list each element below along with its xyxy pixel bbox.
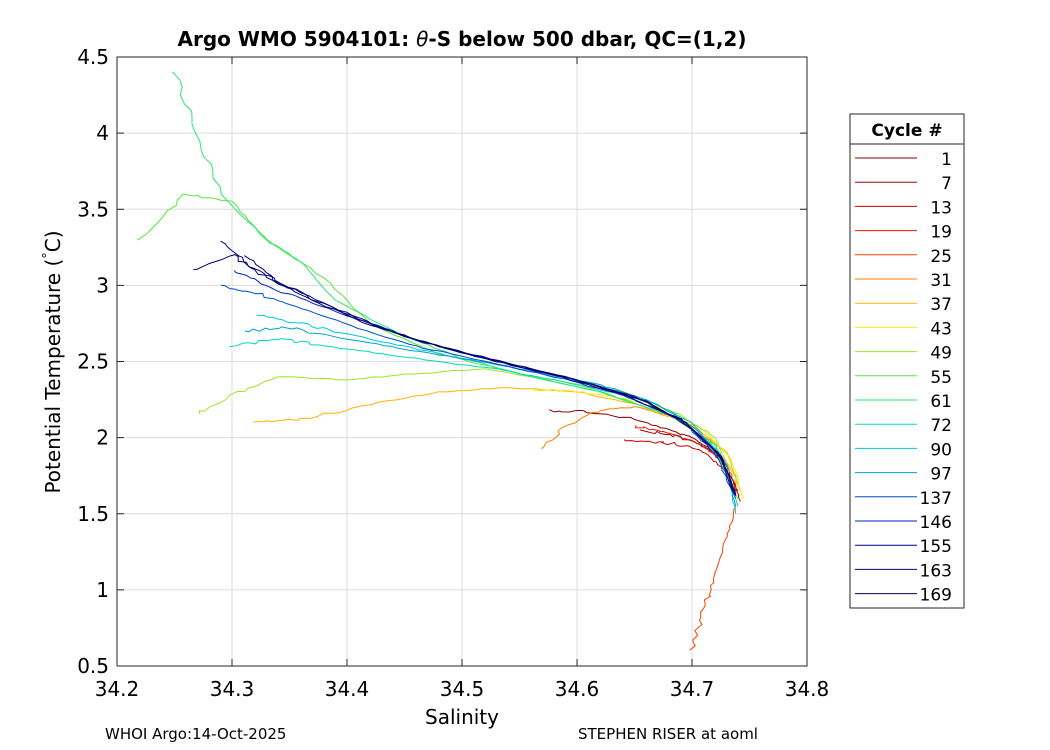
x-tick-label: 34.5 (440, 677, 485, 701)
y-tick-label: 3 (96, 273, 109, 297)
x-tick-label: 34.8 (785, 677, 830, 701)
legend-label-13: 13 (930, 198, 952, 218)
y-tick-label: 2 (96, 426, 109, 450)
legend-label-19: 19 (930, 223, 952, 243)
series-line-cycle-49 (198, 368, 739, 484)
y-axis-label: Potential Temperature (°C) (41, 230, 65, 493)
axis-ticks: 34.2 34.3 34.4 34.5 34.6 34.7 34.80.511.522.53… (77, 45, 829, 701)
legend-label-55: 55 (930, 368, 952, 388)
series-line-cycle-163 (243, 255, 737, 496)
y-tick-label: 2.5 (77, 350, 109, 374)
chart-title: Argo WMO 5904101: θ-S below 500 dbar, QC… (178, 27, 747, 51)
x-tick-label: 34.6 (555, 677, 600, 701)
legend-label-169: 169 (920, 586, 952, 606)
legend-title: Cycle # (871, 121, 942, 141)
y-tick-label: 4 (96, 121, 109, 145)
x-axis-label: Salinity (425, 705, 499, 729)
legend-label-49: 49 (930, 344, 952, 364)
y-tick-label: 1 (96, 578, 109, 602)
x-tick-label: 34.4 (325, 677, 370, 701)
series-layer (137, 71, 745, 651)
y-tick-label: 3.5 (77, 197, 109, 221)
series-line-cycle-37 (253, 387, 741, 492)
legend-label-97: 97 (930, 465, 952, 485)
legend-label-31: 31 (930, 271, 952, 291)
legend-label-137: 137 (920, 489, 952, 509)
footer-credit-left: WHOI Argo:14-Oct-2025 (105, 725, 287, 743)
y-tick-label: 4.5 (77, 45, 109, 69)
legend-label-61: 61 (930, 392, 952, 412)
y-tick-label: 1.5 (77, 502, 109, 526)
legend-box (849, 113, 965, 609)
footer-credit-right: STEPHEN RISER at aoml (578, 725, 758, 743)
x-tick-label: 34.3 (210, 677, 255, 701)
legend-label-1: 1 (941, 150, 952, 170)
legend-label-43: 43 (930, 319, 952, 339)
x-tick-label: 34.7 (670, 677, 715, 701)
legend: Cycle # 1 7 13 19 25 31 37 43 49 55 61 72 90 97 137 146… (849, 113, 965, 609)
series-line-cycle-137 (220, 284, 737, 499)
legend-label-90: 90 (930, 440, 952, 460)
legend-label-7: 7 (941, 174, 952, 194)
series-line-cycle-25 (689, 505, 737, 651)
legend-entries: 1 7 13 19 25 31 37 43 49 55 61 72 90 97 137 146 155 163 16… (855, 150, 952, 606)
x-tick-label: 34.2 (95, 677, 140, 701)
y-tick-label: 0.5 (77, 654, 109, 678)
legend-label-72: 72 (930, 416, 952, 436)
legend-label-146: 146 (920, 513, 952, 533)
legend-label-37: 37 (930, 295, 952, 315)
legend-label-155: 155 (920, 537, 952, 557)
legend-label-25: 25 (930, 247, 952, 267)
series-line-cycle-169 (193, 254, 737, 496)
legend-label-163: 163 (920, 561, 952, 581)
